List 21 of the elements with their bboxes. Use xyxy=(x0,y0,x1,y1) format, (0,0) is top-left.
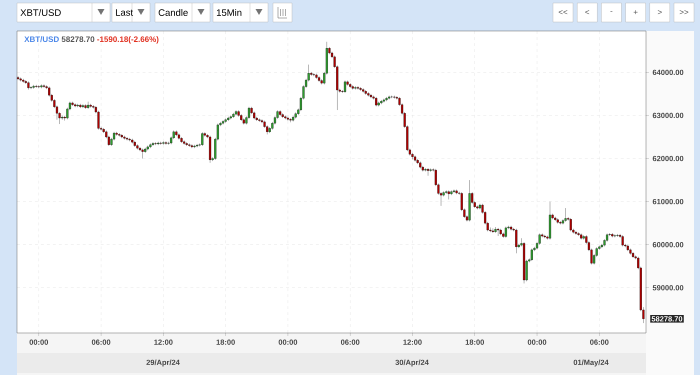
candlestick xyxy=(344,80,346,94)
candlestick xyxy=(448,190,450,200)
text: Last xyxy=(116,9,134,16)
candlestick xyxy=(142,148,144,159)
candlestick xyxy=(564,208,567,222)
candlestick xyxy=(494,226,497,234)
text: Candle xyxy=(158,9,188,16)
candlestick xyxy=(548,201,552,240)
text: 15Min xyxy=(216,9,242,16)
candlestick xyxy=(570,218,572,232)
text: XBT/USD xyxy=(20,9,61,16)
candlestick xyxy=(515,228,518,254)
candlestick xyxy=(411,152,414,160)
candlestick xyxy=(208,135,212,164)
candlestick xyxy=(97,110,100,130)
candlestick xyxy=(201,132,204,146)
candlestick xyxy=(375,96,378,107)
candlestick xyxy=(622,234,624,247)
candlestick xyxy=(426,168,430,176)
candlestick xyxy=(530,248,533,262)
candlestick xyxy=(504,226,507,238)
